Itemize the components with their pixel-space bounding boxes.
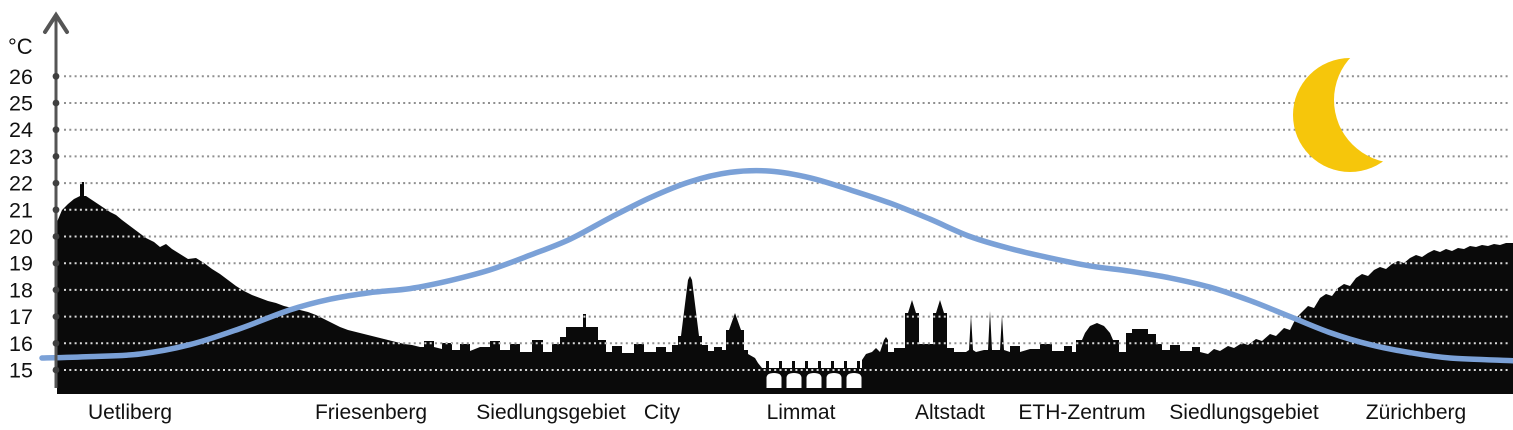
air-temperature-profile xyxy=(39,167,1513,364)
y-tick-dot-24 xyxy=(52,126,60,134)
y-tick-dot-18 xyxy=(52,286,60,294)
x-axis-label-6: ETH-Zentrum xyxy=(1018,401,1145,424)
x-axis-labels: Uetliberg Friesenberg Siedlungsgebiet City L… xyxy=(88,401,1466,424)
y-tick-label-16: 16 xyxy=(9,332,33,356)
y-tick-dot-20 xyxy=(52,233,60,240)
x-axis-label-2: Siedlungsgebiet xyxy=(476,401,626,424)
y-tick-label-20: 20 xyxy=(9,225,33,249)
y-tick-dot-26 xyxy=(52,72,60,80)
y-tick-label-19: 19 xyxy=(9,252,33,276)
gridlines-under xyxy=(64,75,1508,371)
y-tick-dot-15 xyxy=(52,366,60,374)
y-tick-dot-17 xyxy=(52,313,60,320)
y-tick-dot-19 xyxy=(52,259,60,267)
y-tick-dot-16 xyxy=(52,339,60,347)
limmat-bridge-arches xyxy=(766,373,862,388)
y-tick-label-24: 24 xyxy=(9,118,33,142)
y-tick-label-26: 26 xyxy=(9,65,33,89)
y-tick-label-25: 25 xyxy=(9,92,33,116)
temperature-curve xyxy=(39,167,1513,364)
x-axis-label-1: Friesenberg xyxy=(315,401,427,424)
y-tick-label-18: 18 xyxy=(9,278,33,302)
y-axis-unit-label: °C xyxy=(8,34,33,59)
x-axis-label-3: City xyxy=(644,401,681,424)
x-axis-label-7: Siedlungsgebiet xyxy=(1169,401,1319,424)
x-axis-label-0: Uetliberg xyxy=(88,401,172,424)
y-tick-dot-22 xyxy=(52,179,60,187)
zurich-skyline-silhouette xyxy=(57,182,1513,394)
y-tick-dot-25 xyxy=(52,99,60,107)
y-tick-label-22: 22 xyxy=(9,172,33,196)
y-tick-label-23: 23 xyxy=(9,145,33,169)
y-axis-arrowhead-icon xyxy=(43,11,69,34)
y-tick-label-21: 21 xyxy=(9,198,33,222)
crescent-moon-icon xyxy=(1293,58,1407,172)
x-axis-label-8: Zürichberg xyxy=(1366,401,1466,424)
y-tick-dot-21 xyxy=(52,206,60,214)
x-axis-label-4: Limmat xyxy=(767,401,836,424)
y-tick-label-15: 15 xyxy=(9,359,33,383)
x-axis-label-5: Altstadt xyxy=(915,401,985,424)
y-tick-dot-23 xyxy=(52,153,60,160)
y-tick-label-17: 17 xyxy=(9,305,33,329)
